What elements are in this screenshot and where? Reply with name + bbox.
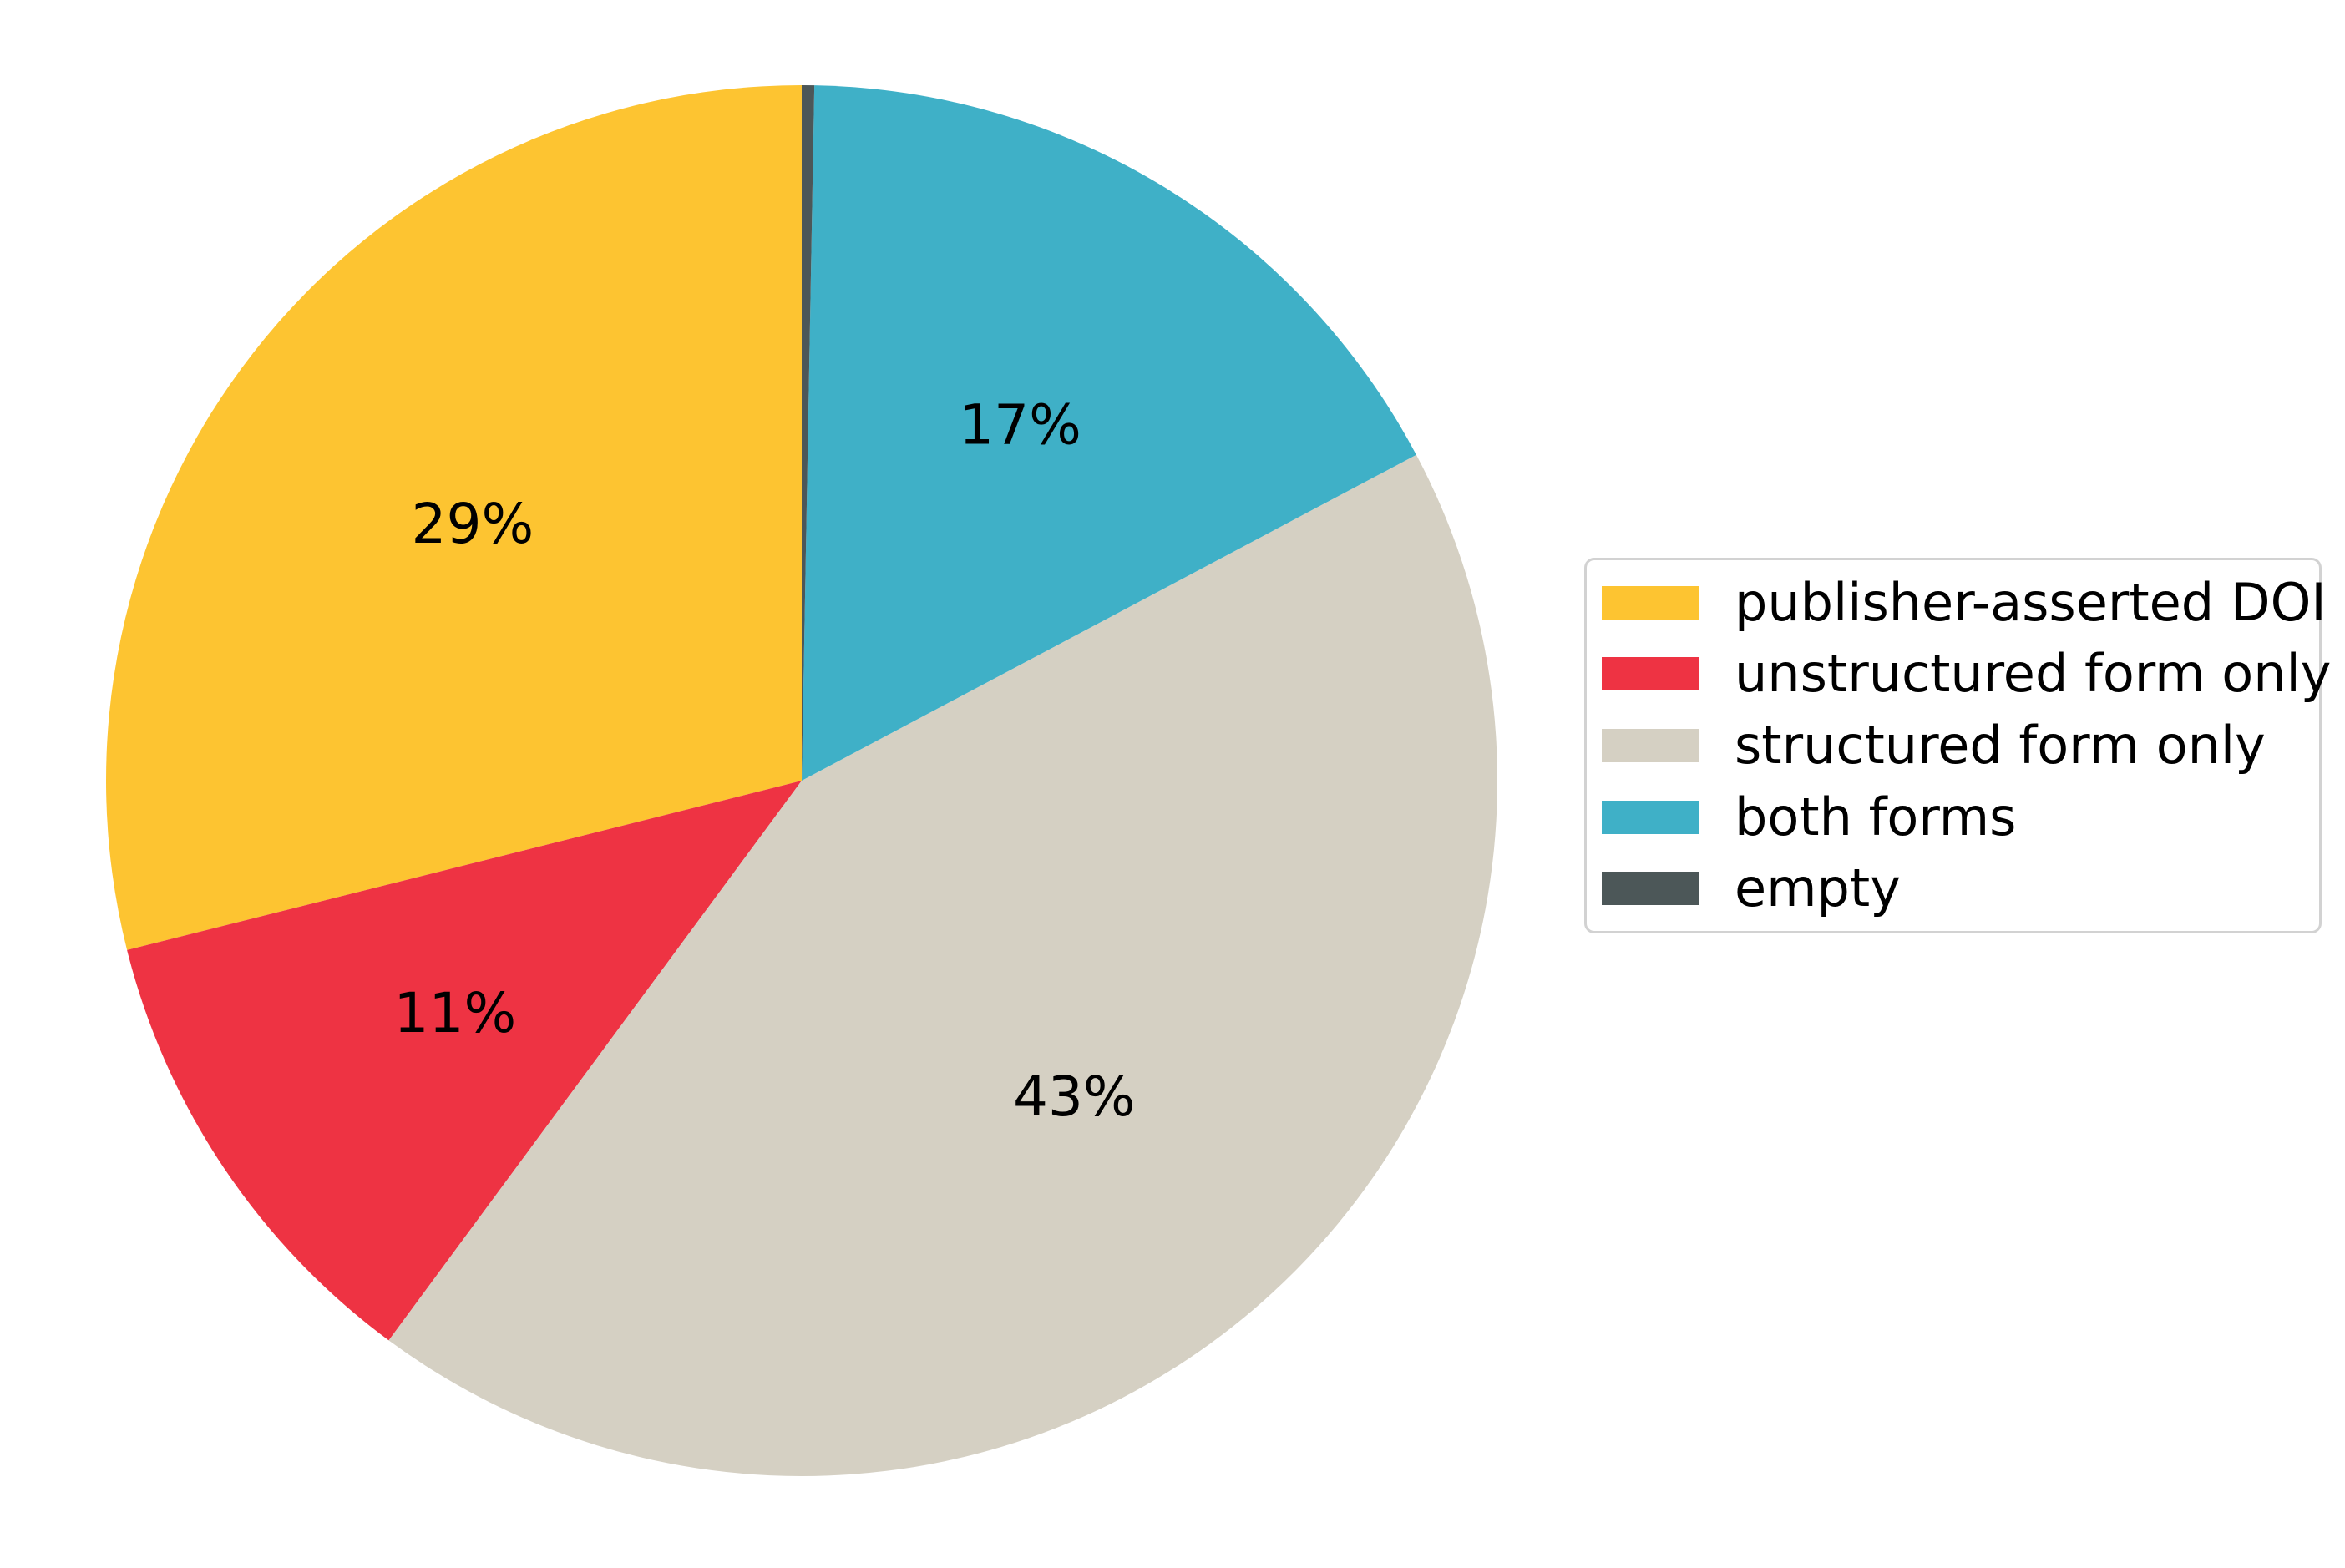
pie-slice-structured-form-only bbox=[388, 454, 1498, 1477]
legend-swatch-empty bbox=[1602, 872, 1699, 906]
legend-item-unstructured-form-only: unstructured form only bbox=[1602, 648, 2331, 700]
legend-label: structured form only bbox=[1735, 714, 2266, 776]
legend-label: unstructured form only bbox=[1735, 643, 2332, 705]
pie-slice-both-forms bbox=[802, 85, 1416, 781]
legend-item-empty: empty bbox=[1602, 862, 2299, 914]
legend-label: empty bbox=[1735, 857, 1901, 919]
pie-pct-label-publisher-asserted-doi: 29% bbox=[412, 492, 534, 556]
pie-slice-empty bbox=[802, 85, 815, 781]
pie-pct-label-unstructured-form-only: 11% bbox=[394, 981, 517, 1045]
legend: publisher-asserted DOI unstructured form … bbox=[1584, 558, 2331, 933]
legend-label: publisher-asserted DOI bbox=[1735, 571, 2327, 633]
pie-pct-label-both-forms: 17% bbox=[959, 393, 1081, 458]
legend-item-both-forms: both forms bbox=[1602, 786, 2299, 847]
pie-slice-unstructured-form-only bbox=[127, 781, 803, 1341]
pie-pct-label-structured-form-only: 43% bbox=[1013, 1065, 1136, 1129]
legend-swatch-publisher-asserted-doi bbox=[1602, 585, 1699, 620]
legend-item-publisher-asserted-doi: publisher-asserted DOI bbox=[1602, 576, 2327, 629]
legend-swatch-structured-form-only bbox=[1602, 728, 1699, 762]
legend-swatch-both-forms bbox=[1602, 800, 1699, 834]
pie-slice-publisher-asserted-doi bbox=[106, 85, 802, 950]
legend-swatch-unstructured-form-only bbox=[1602, 657, 1699, 691]
legend-item-structured-form-only: structured form only bbox=[1602, 714, 2299, 776]
legend-label: both forms bbox=[1735, 786, 2017, 847]
